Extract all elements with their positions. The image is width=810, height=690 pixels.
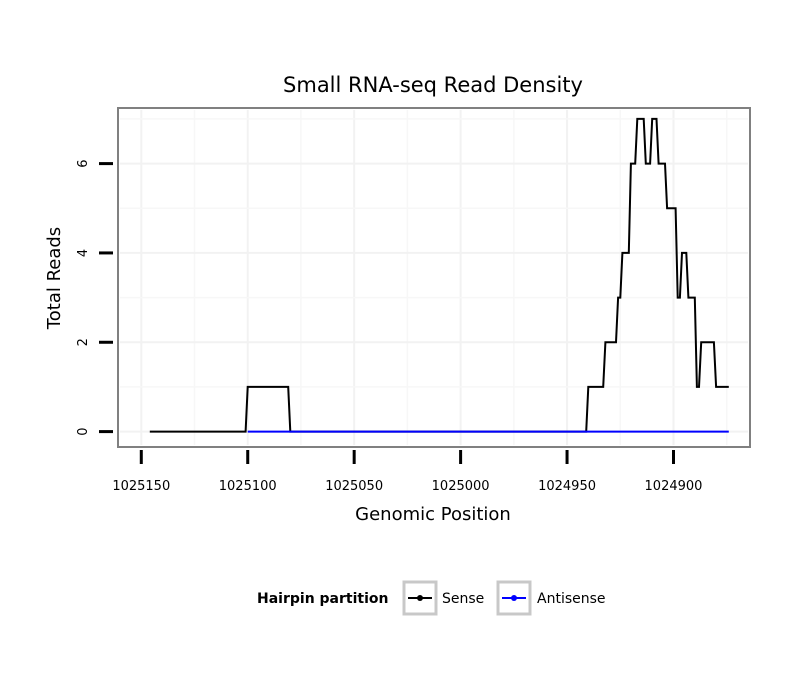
plot-panel	[117, 107, 751, 448]
x-tick-label: 1025100	[219, 479, 277, 494]
y-axis: 0 2 4 6	[76, 159, 113, 436]
y-tick-label: 6	[76, 159, 91, 167]
legend-point-antisense	[511, 595, 517, 601]
x-tick-label: 1025150	[112, 479, 170, 494]
y-axis-title: Total Reads	[44, 227, 65, 330]
series-line-sense	[149, 117, 729, 433]
x-tick-label: 1025000	[432, 479, 490, 494]
x-axis-title: Genomic Position	[355, 504, 511, 525]
series-layer	[149, 117, 729, 433]
x-tick-label: 1024950	[538, 479, 596, 494]
y-tick-label: 0	[76, 427, 91, 435]
chart-title: Small RNA-seq Read Density	[283, 73, 583, 97]
x-tick-label: 1024900	[645, 479, 703, 494]
legend-point-sense	[417, 595, 423, 601]
x-axis: 1025150 1025100 1025050 1025000 1024950 10249…	[112, 450, 702, 494]
x-tick-label: 1025050	[325, 479, 383, 494]
legend-label-antisense: Antisense	[537, 591, 606, 607]
legend-label-sense: Sense	[442, 591, 484, 607]
legend: Hairpin partition Sense Antisense	[257, 580, 606, 616]
y-tick-label: 4	[76, 249, 91, 257]
legend-title: Hairpin partition	[257, 591, 388, 607]
y-tick-label: 2	[76, 338, 91, 346]
